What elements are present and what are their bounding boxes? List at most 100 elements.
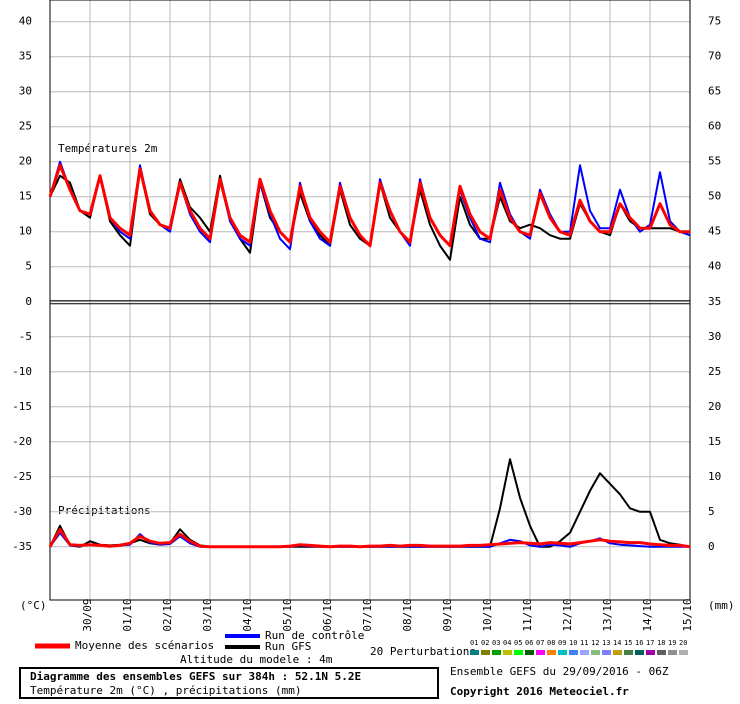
run-info: Ensemble GEFS du 29/09/2016 - 06Z bbox=[450, 665, 669, 678]
perturbation-label: 07 bbox=[536, 639, 544, 647]
perturbation-swatch bbox=[569, 650, 578, 655]
y2-tick-label: 20 bbox=[708, 400, 721, 413]
x-tick-label: 04/10 bbox=[241, 598, 254, 631]
x-tick-label: 15/10 bbox=[681, 598, 694, 631]
perturbation-swatch bbox=[525, 650, 534, 655]
y2-tick-label: 40 bbox=[708, 260, 721, 273]
chart-subtitle: Température 2m (°C) , précipitations (mm… bbox=[30, 684, 302, 697]
perturbation-label: 09 bbox=[558, 639, 566, 647]
perturbation-swatch bbox=[547, 650, 556, 655]
perturbation-swatch bbox=[657, 650, 666, 655]
y2-tick-label: 45 bbox=[708, 225, 721, 238]
perturbation-swatch bbox=[481, 650, 490, 655]
y2-tick-label: 35 bbox=[708, 295, 721, 308]
perturbation-label: 02 bbox=[481, 639, 489, 647]
y-tick-label: 30 bbox=[19, 85, 32, 98]
y2-tick-label: 10 bbox=[708, 470, 721, 483]
y-tick-label: 0 bbox=[25, 295, 32, 308]
y-tick-label: 40 bbox=[19, 15, 32, 28]
y-tick-label: 20 bbox=[19, 155, 32, 168]
perturbation-swatch bbox=[679, 650, 688, 655]
y2-tick-label: 50 bbox=[708, 190, 721, 203]
perturbation-swatch bbox=[591, 650, 600, 655]
y2-tick-label: 70 bbox=[708, 50, 721, 63]
y-tick-label: -35 bbox=[12, 540, 32, 553]
perturbation-swatch bbox=[635, 650, 644, 655]
y2-tick-label: 55 bbox=[708, 155, 721, 168]
perturbation-label: 20 bbox=[679, 639, 687, 647]
y2-tick-label: 15 bbox=[708, 435, 721, 448]
y-tick-label: -20 bbox=[12, 435, 32, 448]
y2-axis-unit: (mm) bbox=[708, 599, 735, 612]
legend-label: Run de contrôle bbox=[265, 629, 364, 642]
perturbation-label: 04 bbox=[503, 639, 511, 647]
perturbation-label: 17 bbox=[646, 639, 654, 647]
x-tick-label: 03/10 bbox=[201, 598, 214, 631]
perturbation-swatch bbox=[492, 650, 501, 655]
perturbation-swatch bbox=[503, 650, 512, 655]
perturbation-swatch bbox=[624, 650, 633, 655]
perturbation-label: 13 bbox=[602, 639, 610, 647]
perturbation-swatch bbox=[602, 650, 611, 655]
x-tick-label: 02/10 bbox=[161, 598, 174, 631]
title-box bbox=[19, 667, 439, 699]
perturbation-swatch bbox=[613, 650, 622, 655]
y2-tick-label: 65 bbox=[708, 85, 721, 98]
x-tick-label: 10/10 bbox=[481, 598, 494, 631]
series-line bbox=[48, 527, 691, 549]
perturbations-label: 20 Perturbations bbox=[370, 645, 476, 658]
panel-label: Températures 2m bbox=[58, 142, 158, 155]
y-tick-label: 10 bbox=[19, 225, 32, 238]
perturbation-label: 03 bbox=[492, 639, 500, 647]
y-tick-label: -25 bbox=[12, 470, 32, 483]
y-tick-label: 35 bbox=[19, 50, 32, 63]
plot-frame bbox=[49, 0, 691, 601]
perturbation-label: 14 bbox=[613, 639, 621, 647]
x-tick-label: 06/10 bbox=[321, 598, 334, 631]
copyright: Copyright 2016 Meteociel.fr bbox=[450, 685, 629, 698]
x-tick-label: 01/10 bbox=[121, 598, 134, 631]
x-tick-label: 08/10 bbox=[401, 598, 414, 631]
x-tick-label: 05/10 bbox=[281, 598, 294, 631]
x-tick-label: 09/10 bbox=[441, 598, 454, 631]
perturbation-label: 06 bbox=[525, 639, 533, 647]
perturbation-label: 16 bbox=[635, 639, 643, 647]
perturbation-label: 10 bbox=[569, 639, 577, 647]
y2-tick-label: 30 bbox=[708, 330, 721, 343]
y-tick-label: 25 bbox=[19, 120, 32, 133]
perturbation-label: 19 bbox=[668, 639, 676, 647]
perturbation-label: 08 bbox=[547, 639, 555, 647]
y2-tick-label: 75 bbox=[708, 15, 721, 28]
series-line bbox=[48, 163, 690, 248]
x-tick-label: 14/10 bbox=[641, 598, 654, 631]
y2-tick-label: 5 bbox=[708, 505, 715, 518]
legend-label: Run GFS bbox=[265, 640, 311, 653]
y-axis-unit: (°C) bbox=[20, 599, 47, 612]
altitude: Altitude du modele : 4m bbox=[180, 653, 333, 666]
y-tick-label: -5 bbox=[19, 330, 32, 343]
y-tick-label: -10 bbox=[12, 365, 32, 378]
y-tick-label: -30 bbox=[12, 505, 32, 518]
perturbation-swatch bbox=[580, 650, 589, 655]
y-tick-label: -15 bbox=[12, 400, 32, 413]
perturbation-swatch bbox=[646, 650, 655, 655]
perturbation-swatch bbox=[558, 650, 567, 655]
perturbation-label: 12 bbox=[591, 639, 599, 647]
perturbation-swatch bbox=[668, 650, 677, 655]
x-tick-label: 12/10 bbox=[561, 598, 574, 631]
perturbation-swatch bbox=[536, 650, 545, 655]
x-tick-label: 13/10 bbox=[601, 598, 614, 631]
y2-tick-label: 0 bbox=[708, 540, 715, 553]
perturbation-label: 01 bbox=[470, 639, 478, 647]
y2-tick-label: 60 bbox=[708, 120, 721, 133]
perturbation-label: 15 bbox=[624, 639, 632, 647]
x-tick-label: 11/10 bbox=[521, 598, 534, 631]
perturbation-label: 18 bbox=[657, 639, 665, 647]
panel-label: Précipitations bbox=[58, 504, 151, 517]
y-tick-label: 5 bbox=[25, 260, 32, 273]
perturbation-swatch bbox=[470, 650, 479, 655]
perturbation-label: 05 bbox=[514, 639, 522, 647]
y-tick-label: 15 bbox=[19, 190, 32, 203]
